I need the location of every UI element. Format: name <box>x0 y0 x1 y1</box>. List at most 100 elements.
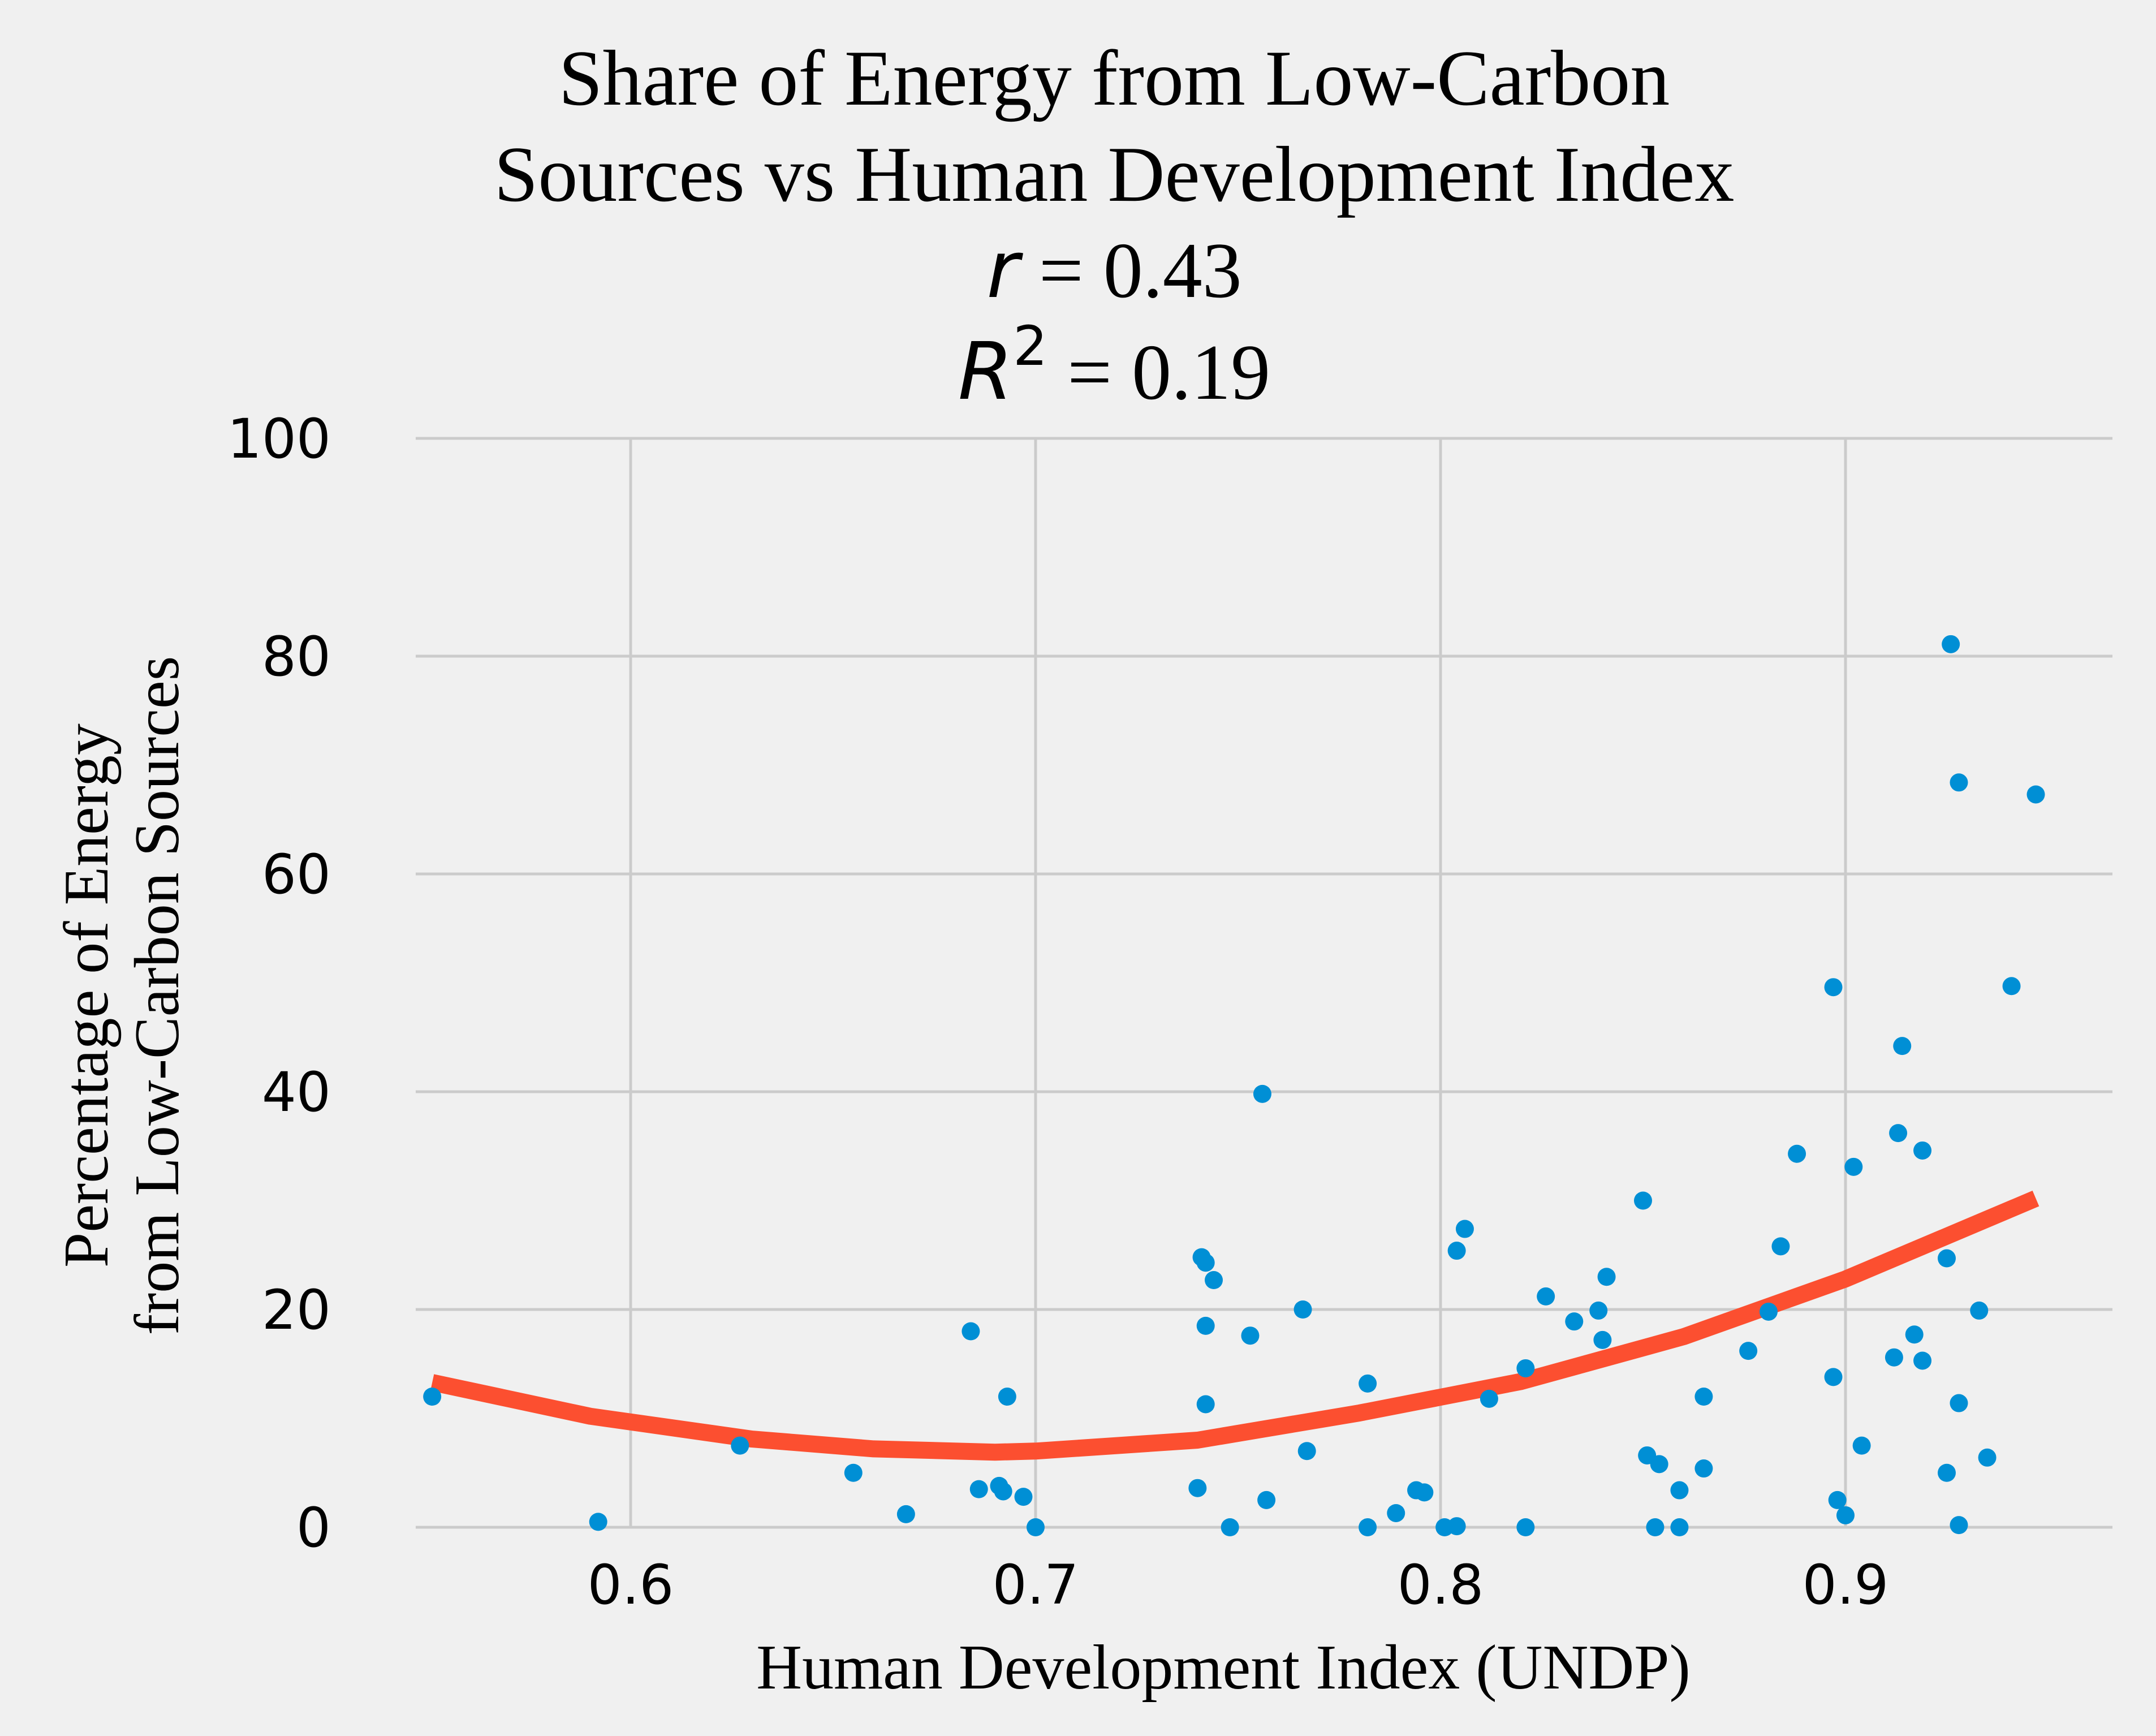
x-tick-label: 0.6 <box>588 1553 674 1617</box>
x-tick-label: 0.9 <box>1803 1553 1889 1617</box>
data-point <box>1670 1481 1689 1500</box>
data-point <box>1836 1506 1855 1524</box>
data-point <box>1455 1220 1474 1238</box>
y-tick-label: 80 <box>262 625 331 688</box>
stat-r2: R2 = 0.19 <box>958 315 1270 418</box>
y-tick-label: 0 <box>296 1496 331 1560</box>
data-point <box>1889 1124 1908 1143</box>
data-point <box>589 1513 607 1531</box>
data-point <box>1650 1455 1668 1474</box>
data-point <box>1593 1330 1612 1349</box>
data-point <box>423 1388 442 1406</box>
data-point <box>1885 1348 1903 1367</box>
data-points <box>423 635 2045 1536</box>
grid <box>416 437 2112 1529</box>
y-tick-label: 20 <box>262 1278 331 1342</box>
data-point <box>1694 1388 1713 1406</box>
data-point <box>2026 785 2045 804</box>
data-point <box>1480 1389 1498 1408</box>
data-point <box>1565 1312 1584 1331</box>
data-point <box>1415 1483 1434 1502</box>
stat-r2-symbol: R <box>958 326 1013 418</box>
data-point <box>1359 1374 1377 1393</box>
data-point <box>1938 1249 1956 1268</box>
data-point <box>1221 1518 1239 1536</box>
data-point <box>1257 1491 1276 1509</box>
data-point <box>1387 1504 1405 1522</box>
data-point <box>969 1480 988 1498</box>
stat-r2-exponent: 2 <box>1013 315 1047 378</box>
data-point <box>1027 1518 1045 1536</box>
data-point <box>1950 1394 1968 1412</box>
stat-r-symbol: r <box>986 224 1023 316</box>
data-point <box>1788 1144 1806 1163</box>
data-point <box>2002 977 2021 996</box>
stat-r2-value: = 0.19 <box>1047 329 1270 416</box>
data-point <box>1670 1518 1689 1536</box>
y-axis-label-line-2: from Low-Carbon Sources <box>122 656 192 1336</box>
data-point <box>1694 1459 1713 1478</box>
data-point <box>1844 1157 1863 1176</box>
data-point <box>1978 1448 1997 1467</box>
data-point <box>1196 1253 1215 1272</box>
data-point <box>896 1505 915 1523</box>
data-point <box>1739 1342 1758 1360</box>
x-tick-label: 0.7 <box>993 1553 1079 1617</box>
data-point <box>1253 1084 1271 1103</box>
y-axis-label: Percentage of Energy from Low-Carbon Sou… <box>51 656 192 1336</box>
data-point <box>1913 1351 1932 1370</box>
data-point <box>1771 1237 1790 1256</box>
data-point <box>1188 1479 1207 1497</box>
data-point <box>1950 773 1968 792</box>
chart-title-line-2: Sources vs Human Development Index <box>494 131 1735 218</box>
data-point <box>994 1482 1012 1501</box>
data-point <box>1447 1242 1466 1260</box>
y-tick-label: 40 <box>262 1061 331 1124</box>
data-point <box>1516 1359 1535 1377</box>
data-point <box>1646 1518 1665 1536</box>
x-tick-labels: 0.6 0.7 0.8 0.9 <box>588 1553 1889 1617</box>
y-tick-label: 100 <box>227 407 331 471</box>
data-point <box>1824 978 1843 997</box>
data-point <box>1196 1316 1215 1335</box>
data-point <box>1597 1268 1616 1286</box>
fit-curve <box>430 1190 2039 1461</box>
data-point <box>731 1436 749 1455</box>
y-tick-labels: 0 20 40 60 80 100 <box>227 407 331 1560</box>
data-point <box>1893 1037 1912 1056</box>
y-tick-label: 60 <box>262 843 331 906</box>
data-point <box>1970 1301 1989 1320</box>
y-axis-label-line-1: Percentage of Energy <box>51 723 122 1268</box>
data-point <box>1938 1463 1956 1482</box>
trend-line <box>430 1190 2039 1461</box>
data-point <box>1913 1141 1932 1160</box>
data-point <box>1950 1516 1968 1535</box>
data-point <box>1297 1442 1316 1461</box>
data-point <box>1014 1488 1033 1506</box>
stat-r: r = 0.43 <box>986 224 1242 316</box>
data-point <box>1241 1326 1260 1345</box>
data-point <box>1905 1325 1924 1344</box>
data-point <box>1852 1436 1871 1455</box>
data-point <box>1447 1517 1466 1536</box>
data-point <box>1828 1491 1847 1509</box>
data-point <box>961 1322 980 1341</box>
x-tick-label: 0.8 <box>1398 1553 1484 1617</box>
chart-title-line-1: Share of Energy from Low-Carbon <box>559 35 1670 122</box>
data-point <box>1516 1518 1535 1536</box>
stat-r-value: = 0.43 <box>1019 227 1242 315</box>
data-point <box>1537 1287 1555 1306</box>
x-axis-label: Human Development Index (UNDP) <box>756 1632 1691 1703</box>
data-point <box>844 1463 863 1482</box>
data-point <box>1759 1302 1778 1321</box>
data-point <box>1589 1301 1608 1320</box>
data-point <box>1196 1395 1215 1414</box>
data-point <box>1634 1191 1652 1210</box>
data-point <box>1293 1300 1312 1319</box>
data-point <box>1359 1518 1377 1536</box>
data-point <box>1205 1271 1223 1290</box>
data-point <box>998 1388 1016 1406</box>
data-point <box>1942 635 1960 653</box>
data-point <box>1824 1368 1843 1386</box>
